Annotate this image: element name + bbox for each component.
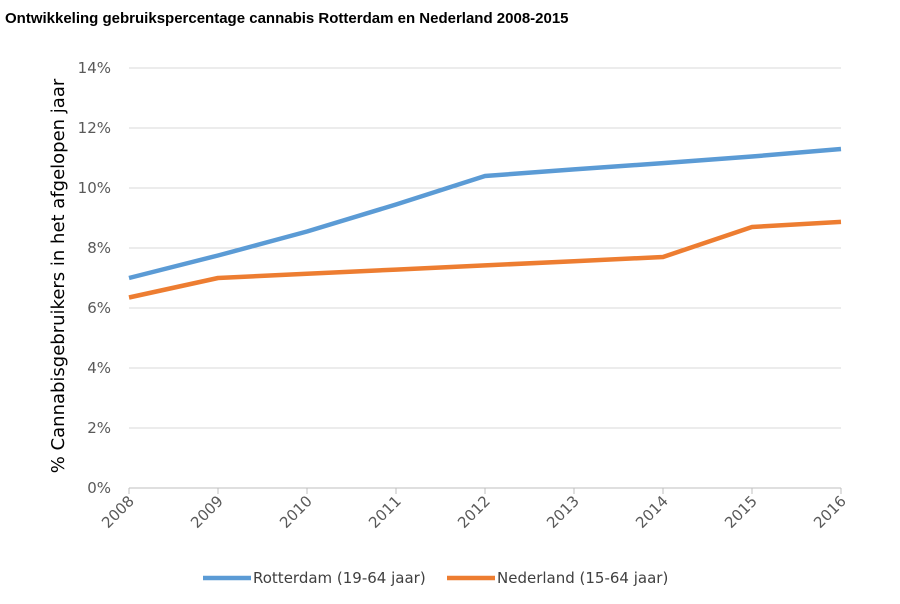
- x-tick-label: 2013: [543, 492, 583, 532]
- x-tick-label: 2015: [721, 492, 761, 532]
- x-tick-label: 2009: [187, 492, 227, 532]
- y-tick-label: 4%: [87, 359, 111, 377]
- y-tick-label: 6%: [87, 299, 111, 317]
- x-tick-label: 2008: [98, 492, 138, 532]
- legend-label-0: Rotterdam (19-64 jaar): [253, 569, 426, 587]
- series-line-1: [128, 219, 842, 300]
- x-tick-label: 2012: [454, 492, 494, 532]
- series-line-0: [128, 146, 842, 281]
- x-tick-label: 2011: [365, 492, 405, 532]
- y-tick-label: 14%: [78, 59, 111, 77]
- x-tick-label: 2014: [632, 492, 672, 532]
- y-axis-label: % Cannabisgebruikers in het afgelopen ja…: [48, 78, 69, 473]
- chart-title: Ontwikkeling gebruikspercentage cannabis…: [5, 10, 569, 27]
- y-tick-label: 12%: [78, 119, 111, 137]
- y-tick-label: 10%: [78, 179, 111, 197]
- legend-label-1: Nederland (15-64 jaar): [497, 569, 668, 587]
- series-group: [128, 146, 842, 300]
- y-axis-ticks: 0% 2% 4% 6% 8% 10% 12% 14%: [78, 59, 111, 497]
- legend: Rotterdam (19-64 jaar) Nederland (15-64 j…: [203, 569, 668, 587]
- x-axis-ticks: 2008 2009 2010 2011 2012 2013 2014 2015 2016: [98, 488, 850, 532]
- y-tick-label: 0%: [87, 479, 111, 497]
- y-tick-label: 2%: [87, 419, 111, 437]
- x-tick-label: 2016: [810, 492, 850, 532]
- x-tick-label: 2010: [276, 492, 316, 532]
- gridlines: [129, 67, 841, 429]
- y-tick-label: 8%: [87, 239, 111, 257]
